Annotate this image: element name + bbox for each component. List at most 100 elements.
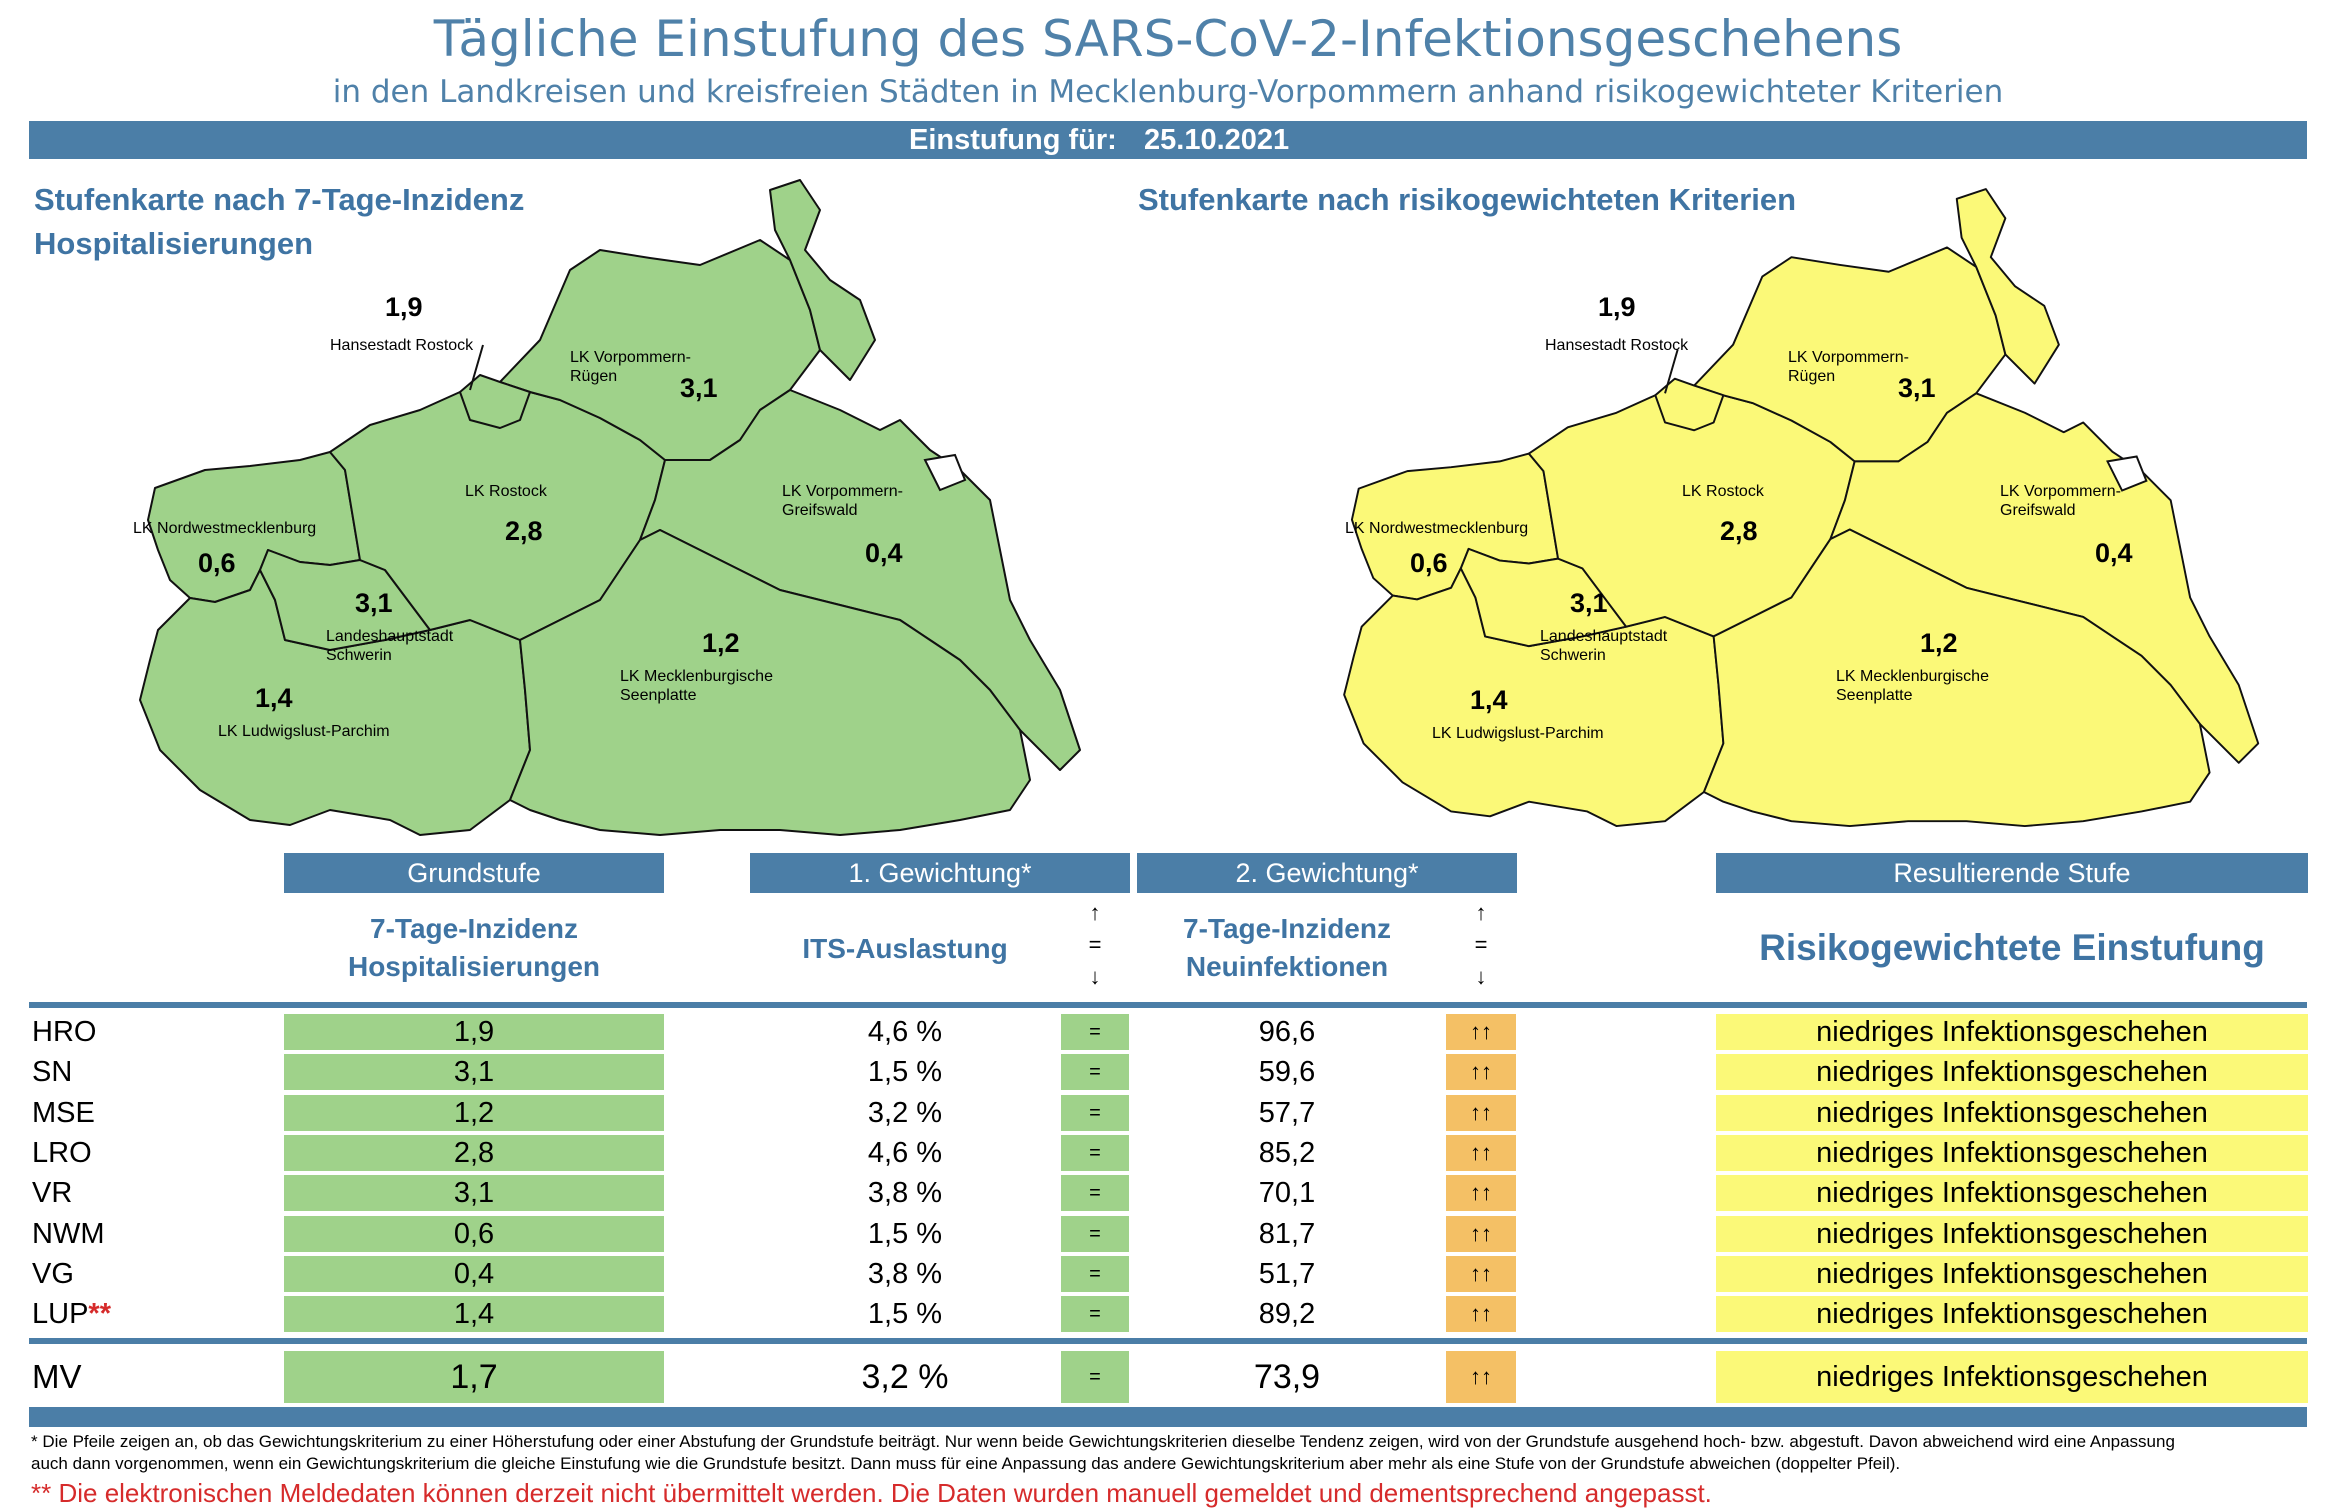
map-right-lup-name: LK Ludwigslust-Parchim bbox=[1432, 725, 1604, 742]
sub-its: ITS-Auslastung bbox=[802, 933, 1008, 964]
trend-legend-2: ↑ = ↓ bbox=[1466, 897, 1496, 993]
page-title: Tägliche Einstufung des SARS-CoV-2-Infek… bbox=[433, 10, 1903, 68]
map-left-vr-name-1: LK Vorpommern- bbox=[570, 349, 691, 366]
row-result: niedriges Infektionsgeschehen bbox=[1716, 1095, 2308, 1131]
row-inz: 89,2 bbox=[1258, 1298, 1316, 1330]
hro-leader-line-right bbox=[1664, 349, 1679, 394]
row-hosp: 3,1 bbox=[284, 1175, 664, 1211]
footnote: * Die Pfeile zeigen an, ob das Gewichtun… bbox=[31, 1431, 2311, 1475]
map-left-mse-name-2: Seenplatte bbox=[620, 687, 697, 704]
map-left-nwm-value: 0,6 bbox=[198, 548, 236, 578]
map-left-hro-value: 1,9 bbox=[385, 292, 423, 322]
sub-result: Risikogewichtete Einstufung bbox=[1759, 927, 2265, 968]
sub-grundstufe: 7-Tage-Inzidenz Hospitalisierungen bbox=[284, 910, 664, 986]
row-its: 4,6 % bbox=[867, 1016, 943, 1048]
map-left-vg-name-1: LK Vorpommern- bbox=[782, 483, 903, 500]
total-hosp: 1,7 bbox=[284, 1351, 664, 1403]
sub-grundstufe-line-1: 7-Tage-Inzidenz bbox=[370, 913, 578, 944]
map-left-mse-name-1: LK Mecklenburgische bbox=[620, 668, 773, 685]
sub-neu-line-1: 7-Tage-Inzidenz bbox=[1183, 913, 1391, 944]
row-inz: 70,1 bbox=[1258, 1177, 1316, 1209]
hro-leader-line bbox=[469, 344, 484, 391]
map-left-vr-name: LK Vorpommern- Rügen bbox=[570, 348, 691, 386]
date-label: Einstufung für: bbox=[909, 124, 1117, 156]
date-bar: Einstufung für: 25.10.2021 bbox=[29, 121, 2307, 159]
row-label-mark: ** bbox=[88, 1298, 111, 1330]
map-right-vr-name-1: LK Vorpommern- bbox=[1788, 349, 1909, 366]
map-right-sn-value: 3,1 bbox=[1570, 588, 1608, 618]
row-result: niedriges Infektionsgeschehen bbox=[1716, 1054, 2308, 1090]
row-inz: 81,7 bbox=[1258, 1218, 1316, 1250]
row-inz: 96,6 bbox=[1258, 1016, 1316, 1048]
row-label-text: VG bbox=[32, 1258, 74, 1290]
row-inz-trend: ↑↑ bbox=[1446, 1216, 1516, 1252]
row-inz-trend: ↑↑ bbox=[1446, 1256, 1516, 1292]
map-right-mse-name-1: LK Mecklenburgische bbox=[1836, 668, 1989, 685]
header-gewichtung-2: 2. Gewichtung* bbox=[1137, 853, 1517, 893]
table-top-rule bbox=[29, 1002, 2307, 1008]
map-right-hro-value: 1,9 bbox=[1598, 292, 1636, 322]
row-label: VG bbox=[32, 1256, 74, 1292]
map-left-mse-name: LK Mecklenburgische Seenplatte bbox=[620, 667, 773, 705]
row-inz: 57,7 bbox=[1258, 1097, 1316, 1129]
map-left-vg-name-2: Greifswald bbox=[782, 502, 858, 519]
trend-legend-1: ↑ = ↓ bbox=[1080, 897, 1110, 993]
row-result: niedriges Infektionsgeschehen bbox=[1716, 1256, 2308, 1292]
map-left-sn-value: 3,1 bbox=[355, 588, 393, 618]
map-title-left-line-1: Stufenkarte nach 7-Tage-Inzidenz bbox=[34, 182, 525, 217]
map-left-mse-value: 1,2 bbox=[702, 628, 740, 658]
row-label-text: LRO bbox=[32, 1137, 92, 1169]
footnote-line-1: * Die Pfeile zeigen an, ob das Gewichtun… bbox=[31, 1432, 2175, 1451]
page-subtitle: in den Landkreisen und kreisfreien Städt… bbox=[332, 74, 2004, 110]
map-title-right: Stufenkarte nach risikogewichteten Krite… bbox=[1138, 182, 1797, 217]
row-hosp: 3,1 bbox=[284, 1054, 664, 1090]
map-left-lro-name: LK Rostock bbox=[465, 483, 547, 500]
row-inz-trend: ↑↑ bbox=[1446, 1014, 1516, 1050]
map-title-left-line-2: Hospitalisierungen bbox=[34, 226, 314, 261]
total-its: 3,2 % bbox=[861, 1358, 949, 1396]
map-right-vg-name: LK Vorpommern- Greifswald bbox=[2000, 482, 2121, 520]
row-inz: 59,6 bbox=[1258, 1056, 1316, 1088]
map-left-sn-name-1: Landeshauptstadt bbox=[326, 628, 454, 645]
row-its: 1,5 % bbox=[867, 1218, 943, 1250]
row-inz: 85,2 bbox=[1258, 1137, 1316, 1169]
map-right-nwm-name: LK Nordwestmecklenburg bbox=[1345, 520, 1529, 537]
map-title-left: Stufenkarte nach 7-Tage-Inzidenz Hospita… bbox=[34, 178, 524, 266]
map-right-nwm-value: 0,6 bbox=[1410, 548, 1448, 578]
row-label: LUP** bbox=[32, 1296, 111, 1332]
map-left-nwm-name: LK Nordwestmecklenburg bbox=[133, 520, 317, 537]
row-label: VR bbox=[32, 1175, 72, 1211]
map-left-lro-value: 2,8 bbox=[505, 516, 543, 546]
row-its-trend: = bbox=[1061, 1296, 1129, 1332]
row-its: 3,2 % bbox=[867, 1097, 943, 1129]
legend-up-arrow-icon-2: ↑ bbox=[1475, 900, 1487, 925]
legend-down-arrow-icon: ↓ bbox=[1089, 964, 1101, 989]
row-inz-trend: ↑↑ bbox=[1446, 1135, 1516, 1171]
region-mse-right bbox=[1702, 528, 2211, 828]
row-its-trend: = bbox=[1061, 1135, 1129, 1171]
row-label: MSE bbox=[32, 1095, 95, 1131]
map-right-vr-name-2: Rügen bbox=[1788, 368, 1836, 385]
row-hosp: 1,9 bbox=[284, 1014, 664, 1050]
map-right-vr-name: LK Vorpommern- Rügen bbox=[1788, 348, 1909, 386]
row-its-trend: = bbox=[1061, 1175, 1129, 1211]
row-its-trend: = bbox=[1061, 1256, 1129, 1292]
map-right-vg-name-2: Greifswald bbox=[2000, 502, 2076, 519]
map-left-lup-name: LK Ludwigslust-Parchim bbox=[218, 723, 390, 740]
map-right-hro-name: Hansestadt Rostock bbox=[1545, 337, 1689, 354]
row-label: NWM bbox=[32, 1216, 104, 1252]
row-its: 3,8 % bbox=[867, 1258, 943, 1290]
date-value: 25.10.2021 bbox=[1144, 124, 1290, 156]
row-result: niedriges Infektionsgeschehen bbox=[1716, 1014, 2308, 1050]
row-result: niedriges Infektionsgeschehen bbox=[1716, 1135, 2308, 1171]
map-left-vg-value: 0,4 bbox=[865, 538, 903, 568]
map-left-regions bbox=[139, 179, 1081, 836]
row-hosp: 1,2 bbox=[284, 1095, 664, 1131]
row-result: niedriges Infektionsgeschehen bbox=[1716, 1175, 2308, 1211]
row-inz-trend: ↑↑ bbox=[1446, 1095, 1516, 1131]
map-right-mse-name: LK Mecklenburgische Seenplatte bbox=[1836, 667, 1989, 705]
row-inz-trend: ↑↑ bbox=[1446, 1175, 1516, 1211]
map-left bbox=[139, 179, 1081, 836]
map-right-lro-name: LK Rostock bbox=[1682, 483, 1764, 500]
region-vr-left bbox=[499, 239, 821, 461]
